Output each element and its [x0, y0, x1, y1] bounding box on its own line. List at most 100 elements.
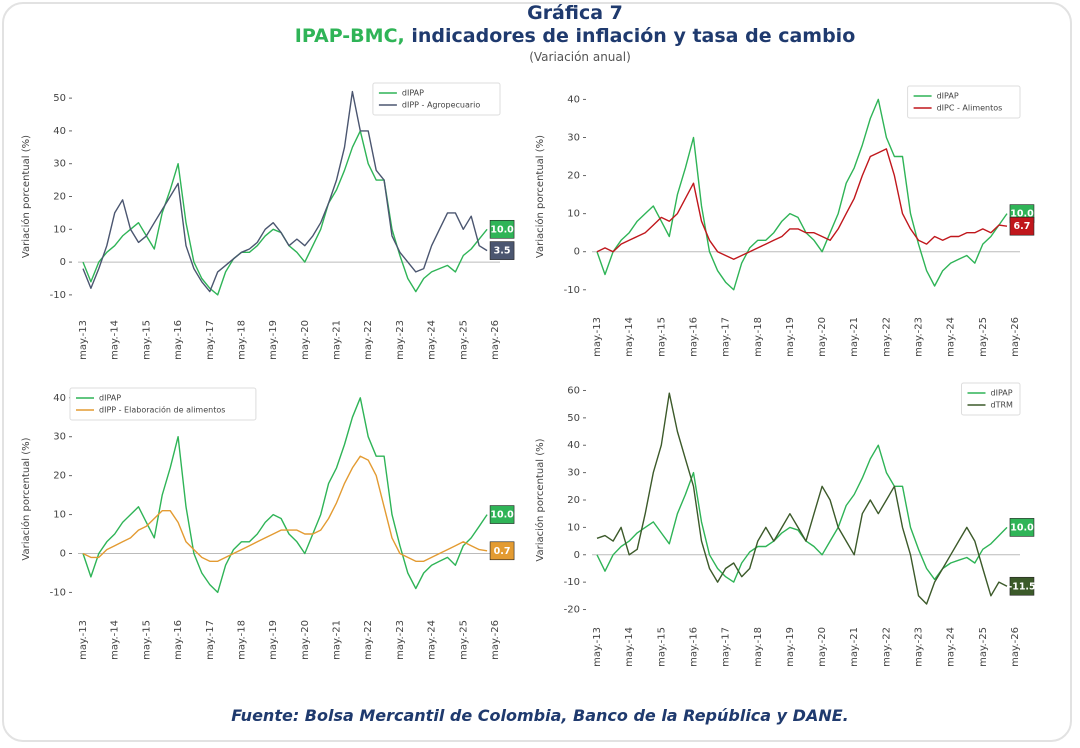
- x-tick-label: may.-13: [78, 320, 89, 360]
- end-label: 0.7: [494, 546, 511, 557]
- x-tick-label: may.-18: [753, 627, 764, 667]
- y-tick-label: 40: [567, 94, 580, 105]
- x-tick-label: may.-21: [332, 620, 343, 660]
- x-tick-label: may.-26: [490, 320, 501, 360]
- legend-label: dIPC - Alimentos: [937, 104, 1003, 113]
- y-axis-label: Variación porcentual (%): [534, 135, 546, 258]
- legend-box: [907, 85, 1021, 119]
- subtitle-highlight: IPAP-BMC,: [294, 25, 405, 47]
- end-label: 6.7: [1014, 221, 1031, 232]
- y-tick-label: 0: [574, 247, 580, 258]
- x-tick-label: may.-21: [849, 317, 860, 357]
- series-line: [596, 148, 1008, 260]
- x-tick-label: may.-16: [173, 320, 184, 360]
- x-tick-label: may.-14: [624, 317, 635, 357]
- x-tick-label: may.-20: [300, 620, 311, 660]
- end-label-box: [489, 241, 515, 260]
- y-tick-label: 30: [567, 468, 580, 479]
- x-tick-label: may.-23: [914, 317, 925, 357]
- y-tick-label: 30: [53, 432, 66, 443]
- x-tick-label: may.-13: [592, 317, 603, 357]
- x-tick-label: may.-17: [721, 317, 732, 357]
- end-label-box: [489, 505, 515, 524]
- end-label: 10.0: [490, 510, 514, 521]
- x-tick-label: may.-22: [881, 627, 892, 667]
- x-tick-label: may.-14: [110, 620, 121, 660]
- series-line: [596, 392, 1008, 605]
- y-tick-label: 0: [60, 549, 66, 560]
- x-tick-label: may.-22: [881, 317, 892, 357]
- x-tick-label: may.-24: [946, 627, 957, 667]
- y-tick-label: 10: [53, 224, 66, 235]
- x-tick-label: may.-22: [363, 620, 374, 660]
- end-label-box: [489, 219, 515, 239]
- y-tick-label: 0: [574, 550, 580, 561]
- x-tick-label: may.-25: [458, 620, 469, 660]
- y-tick-label: -10: [50, 290, 66, 301]
- y-axis-label: Variación porcentual (%): [534, 438, 546, 561]
- x-tick-label: may.-23: [914, 627, 925, 667]
- y-tick-label: 60: [567, 385, 580, 396]
- x-tick-label: may.-15: [141, 620, 152, 660]
- x-tick-label: may.-16: [688, 317, 699, 357]
- y-tick-label: 10: [567, 522, 580, 533]
- x-tick-label: may.-26: [1010, 317, 1021, 357]
- y-tick-label: -10: [564, 577, 580, 588]
- end-label-box: [1009, 518, 1035, 537]
- y-tick-label: -20: [564, 605, 580, 616]
- x-tick-label: may.-15: [656, 627, 667, 667]
- title: Gráfica 7: [527, 2, 623, 24]
- subtitle: IPAP-BMC, indicadores de inflación y tas…: [0, 25, 1080, 47]
- end-label: 3.5: [494, 246, 511, 257]
- y-axis-label: Variación porcentual (%): [20, 437, 32, 560]
- x-tick-label: may.-14: [624, 627, 635, 667]
- x-tick-label: may.-20: [817, 627, 828, 667]
- x-tick-label: may.-18: [236, 320, 247, 360]
- x-tick-label: may.-16: [173, 620, 184, 660]
- x-tick-label: may.-17: [721, 627, 732, 667]
- legend-label: dIPAP: [402, 89, 424, 98]
- x-tick-label: may.-13: [592, 627, 603, 667]
- y-tick-label: 20: [567, 495, 580, 506]
- series-line: [82, 455, 488, 562]
- y-tick-label: -10: [50, 587, 66, 598]
- x-tick-label: may.-24: [427, 620, 438, 660]
- subtitle-text: indicadores de inflación y tasa de cambi…: [411, 25, 856, 47]
- legend-label: dIPAP: [937, 92, 959, 101]
- y-tick-label: 0: [60, 257, 66, 268]
- y-tick-label: 10: [53, 510, 66, 521]
- y-tick-label: 40: [53, 393, 66, 404]
- end-label-box: [489, 541, 515, 561]
- y-tick-label: 20: [567, 171, 580, 182]
- y-axis-label: Variación porcentual (%): [20, 135, 32, 258]
- x-tick-label: may.-18: [236, 620, 247, 660]
- x-tick-label: may.-25: [978, 317, 989, 357]
- x-tick-label: may.-14: [110, 320, 121, 360]
- legend-label: dIPP - Elaboración de alimentos: [99, 405, 225, 415]
- x-tick-label: may.-17: [205, 620, 216, 660]
- x-tick-label: may.-19: [268, 620, 279, 660]
- x-tick-label: may.-20: [817, 317, 828, 357]
- legend-label: dIPAP: [991, 389, 1013, 398]
- x-tick-label: may.-15: [141, 320, 152, 360]
- x-tick-label: may.-19: [785, 317, 796, 357]
- end-label: -11.5: [1008, 581, 1035, 592]
- legend-label: dIPP - Agropecuario: [402, 101, 481, 110]
- x-tick-label: may.-20: [300, 320, 311, 360]
- y-tick-label: -10: [564, 285, 580, 296]
- x-tick-label: may.-25: [978, 627, 989, 667]
- legend-box: [372, 82, 501, 116]
- y-tick-label: 20: [53, 192, 66, 203]
- source: Fuente: Bolsa Mercantil de Colombia, Ban…: [231, 706, 849, 725]
- x-tick-label: may.-21: [332, 320, 343, 360]
- y-tick-label: 40: [567, 440, 580, 451]
- y-tick-label: 50: [53, 93, 66, 104]
- y-tick-label: 10: [567, 209, 580, 220]
- x-tick-label: may.-25: [458, 320, 469, 360]
- end-label: 10.0: [490, 224, 514, 235]
- series-line: [82, 397, 488, 594]
- end-label-box: [1009, 216, 1035, 236]
- y-tick-label: 50: [567, 413, 580, 424]
- legend-box: [69, 387, 257, 421]
